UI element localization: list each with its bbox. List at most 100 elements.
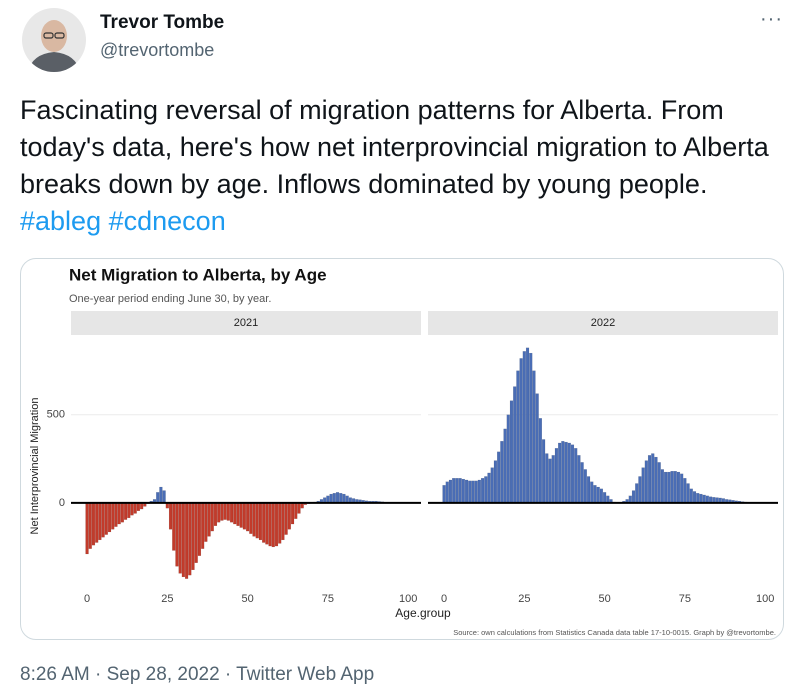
- more-button[interactable]: ···: [760, 8, 783, 30]
- bar: [262, 502, 266, 543]
- bar: [680, 473, 684, 504]
- bar: [529, 352, 533, 504]
- bar: [519, 358, 523, 504]
- bar: [660, 469, 664, 504]
- hashtag[interactable]: #ableg: [20, 206, 102, 236]
- bar: [686, 483, 690, 504]
- bar: [647, 455, 652, 504]
- x-tick-label: 100: [756, 593, 774, 605]
- bar: [159, 486, 163, 504]
- bar: [246, 502, 250, 532]
- bar: [564, 441, 568, 504]
- bar: [85, 502, 89, 555]
- bar: [561, 441, 565, 504]
- avatar[interactable]: [22, 8, 86, 72]
- bar: [471, 480, 475, 504]
- bar: [127, 502, 131, 519]
- bar: [705, 495, 709, 504]
- bar: [107, 502, 112, 533]
- bar: [641, 467, 645, 504]
- bar: [249, 502, 253, 534]
- bar: [194, 502, 198, 563]
- bar: [287, 502, 291, 530]
- x-tick-label: 75: [679, 593, 691, 605]
- bar: [188, 502, 192, 576]
- bar: [574, 448, 578, 504]
- bar: [185, 502, 189, 579]
- bar: [229, 502, 234, 523]
- facet-label: 2021: [234, 317, 258, 329]
- bar: [114, 502, 118, 527]
- bar: [191, 502, 195, 571]
- bar: [226, 502, 230, 521]
- bar: [452, 478, 456, 504]
- y-tick-label: 0: [59, 497, 65, 509]
- bar: [290, 502, 295, 525]
- bar: [522, 351, 526, 504]
- bar: [101, 502, 105, 538]
- bar: [545, 453, 549, 504]
- bar: [268, 502, 272, 547]
- x-tick-label: 75: [322, 593, 334, 605]
- bar: [329, 493, 333, 504]
- bar: [239, 502, 243, 528]
- bar: [696, 493, 700, 504]
- bar: [210, 502, 214, 532]
- facet-label: 2022: [591, 317, 615, 329]
- bar: [667, 471, 671, 504]
- bar: [580, 462, 584, 504]
- bar: [455, 478, 459, 504]
- bar: [670, 471, 674, 504]
- bar: [111, 502, 115, 530]
- facet-strip: [71, 311, 421, 335]
- author-handle[interactable]: @trevortombe: [100, 40, 215, 60]
- timestamp[interactable]: 8:26 AM · Sep 28, 2022 · Twitter Web App: [20, 664, 375, 685]
- bar: [258, 502, 263, 541]
- bar: [271, 502, 275, 548]
- bar: [274, 502, 279, 547]
- facet-strip: [428, 311, 778, 335]
- bar: [631, 490, 636, 504]
- chart: Net Migration to Alberta, by Age One-yea…: [29, 265, 778, 637]
- x-tick-label: 0: [441, 593, 447, 605]
- bar: [133, 502, 137, 514]
- bar: [442, 485, 446, 504]
- bar: [464, 479, 469, 504]
- tweet-text: Fascinating reversal of migration patter…: [20, 92, 790, 240]
- chart-subtitle: One-year period ending June 30, by year.: [69, 293, 271, 305]
- chart-title: Net Migration to Alberta, by Age: [69, 265, 327, 284]
- bar: [628, 495, 632, 504]
- bar: [207, 502, 211, 537]
- bar: [95, 502, 99, 543]
- hashtag[interactable]: #cdnecon: [108, 206, 226, 236]
- bar: [654, 456, 658, 504]
- bar: [542, 439, 546, 504]
- bar: [638, 476, 642, 504]
- bar: [548, 458, 552, 504]
- bar: [586, 476, 591, 504]
- bar: [265, 502, 269, 545]
- bar: [242, 502, 246, 530]
- bar: [558, 442, 562, 504]
- bar: [156, 492, 160, 504]
- bar: [120, 502, 124, 523]
- bar: [223, 502, 227, 520]
- author-name[interactable]: Trevor Tombe: [100, 12, 225, 33]
- bar: [577, 455, 581, 504]
- bar: [255, 502, 259, 539]
- bar: [692, 491, 697, 504]
- bar: [599, 488, 603, 504]
- bar: [477, 479, 481, 504]
- bar: [233, 502, 237, 525]
- bar: [538, 418, 542, 504]
- bar: [676, 471, 681, 504]
- bar: [651, 453, 655, 504]
- bar: [448, 479, 453, 504]
- y-axis-title: Net Interprovincial Migration: [29, 398, 41, 535]
- bar: [474, 480, 478, 504]
- media-card[interactable]: Net Migration to Alberta, by Age One-yea…: [20, 258, 784, 640]
- bar: [252, 502, 256, 537]
- bar: [130, 502, 134, 516]
- bar: [461, 478, 465, 504]
- bar: [497, 451, 501, 504]
